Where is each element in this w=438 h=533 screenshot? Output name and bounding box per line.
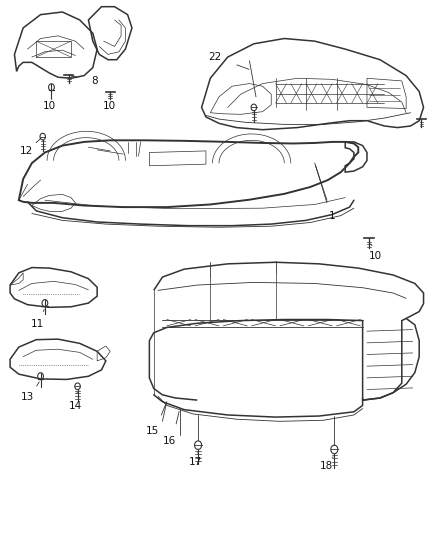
Text: 10: 10 [42, 101, 56, 111]
Text: 18: 18 [320, 461, 334, 471]
Text: 13: 13 [21, 392, 34, 402]
Text: 22: 22 [208, 52, 221, 62]
Text: 17: 17 [188, 457, 201, 466]
Text: 1: 1 [329, 211, 336, 221]
Text: 15: 15 [146, 426, 159, 436]
Text: 12: 12 [20, 146, 33, 156]
Text: 8: 8 [92, 76, 98, 86]
Text: 10: 10 [103, 101, 116, 111]
Text: 16: 16 [163, 437, 177, 447]
Text: 11: 11 [31, 319, 44, 329]
Text: 10: 10 [369, 251, 382, 261]
Text: 14: 14 [69, 401, 82, 411]
